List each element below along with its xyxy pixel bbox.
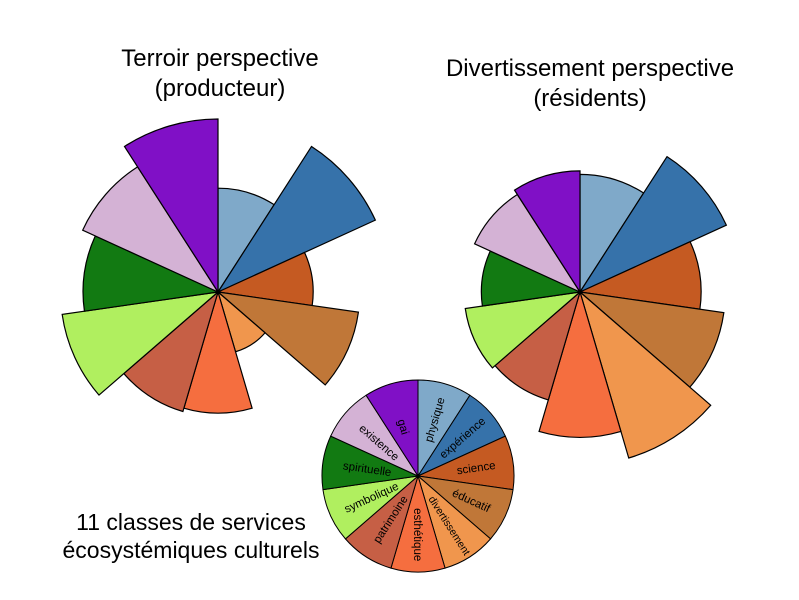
chart-title-line2: (producteur)	[154, 75, 286, 102]
key-label-science: science	[456, 460, 496, 477]
wedge-gai	[513, 170, 581, 295]
wedge-éducatif	[216, 291, 360, 386]
wedge-gai	[123, 118, 219, 295]
wedge-symbolique	[464, 291, 582, 369]
category-key-pie: physiqueexpériencescienceéducatifdiverti…	[321, 379, 515, 573]
caption-line2: écosystémiques culturels	[62, 537, 320, 563]
legend-caption: 11 classes de services écosystémiques cu…	[36, 508, 346, 564]
wedge-esthétique	[538, 289, 622, 438]
key-label-gai: gai	[395, 418, 411, 436]
caption-line1: 11 classes de services	[76, 509, 306, 535]
wedge-expérience	[578, 155, 728, 294]
polar-chart-terroir	[61, 118, 377, 414]
key-slice-gai	[365, 379, 419, 478]
wedge-expérience	[216, 145, 377, 294]
wedge-éducatif	[578, 291, 725, 389]
wedge-existence	[81, 166, 220, 294]
wedge-symbolique	[61, 291, 220, 396]
chart-title-line1: Divertissement perspective	[445, 55, 735, 82]
chart-title-line2: (résidents)	[533, 85, 647, 112]
key-label-esthétique: esthétique	[411, 508, 423, 561]
chart-title-terroir: Terroir perspective (producteur)	[80, 44, 360, 104]
chart-title-line1: Terroir perspective	[121, 45, 319, 72]
polar-chart-divertissement	[464, 155, 728, 459]
chart-title-divertissement: Divertissement perspective (résidents)	[430, 54, 750, 114]
wedge-divertissement	[578, 290, 712, 459]
